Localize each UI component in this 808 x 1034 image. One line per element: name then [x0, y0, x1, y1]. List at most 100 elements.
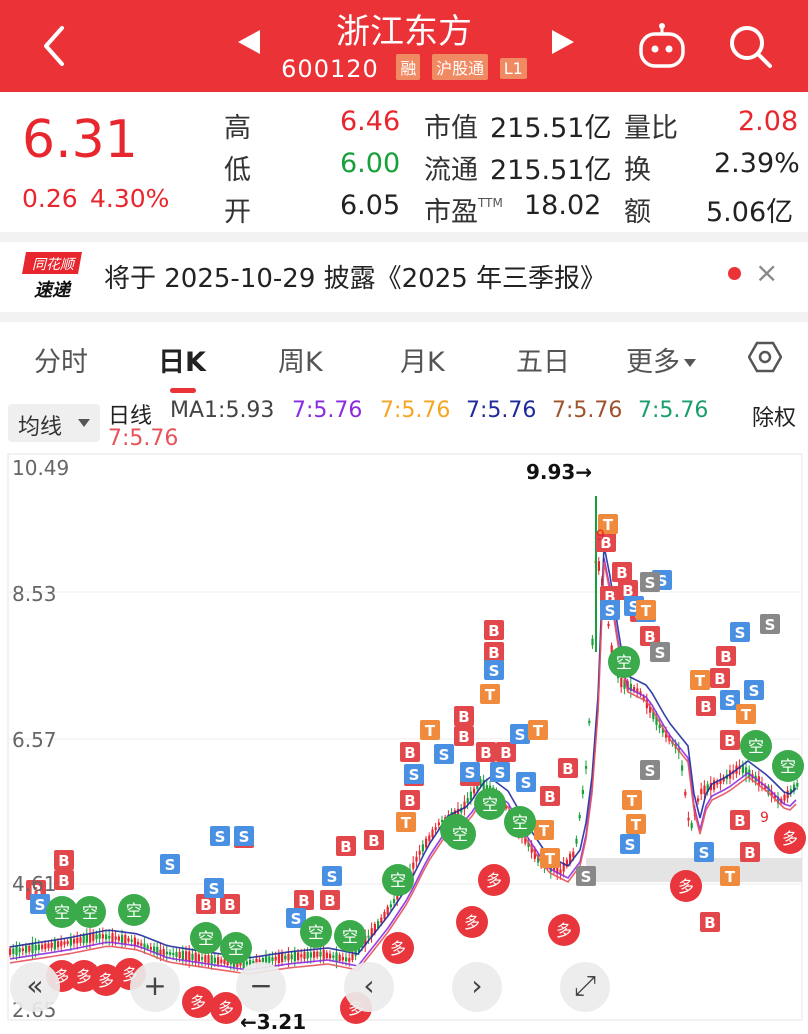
divider [0, 312, 808, 322]
t-signal-badge [626, 814, 646, 834]
candle-body [553, 867, 556, 871]
min-price-label: ←3.21 [240, 1010, 307, 1034]
candle-body [745, 767, 748, 776]
candle-body [684, 791, 687, 796]
volratio-label: 量比 [624, 113, 678, 144]
long-signal-circle [456, 906, 488, 938]
candle-body [60, 941, 63, 947]
period-tabs: 分时 日K 周K 月K 五日 更多 [0, 322, 808, 394]
tab-intraday[interactable]: 分时 [34, 347, 88, 378]
short-signal-circle-label: 空 [390, 871, 406, 890]
zoom-in-button[interactable]: + [130, 962, 180, 1012]
search-icon[interactable] [726, 22, 774, 70]
tab-weekly-k[interactable]: 周K [278, 347, 323, 378]
buy-signal-badge-label: B [368, 832, 379, 850]
ma-line [9, 557, 797, 971]
candle-body [313, 951, 316, 958]
back-arrow-icon[interactable] [34, 22, 78, 70]
candle-body [12, 948, 15, 954]
tab-more[interactable]: 更多 [626, 340, 696, 379]
candle-body [703, 785, 706, 794]
candle-body [287, 953, 290, 961]
candle-body [18, 948, 21, 953]
candle-body [383, 912, 386, 919]
max-price-label: 9.93→ [526, 460, 593, 484]
candle-body [421, 844, 424, 852]
candle-body [348, 957, 351, 962]
candle-body [533, 849, 536, 859]
candle-body [223, 959, 226, 964]
short-signal-circle-label: 空 [308, 923, 324, 942]
buy-signal-badge [196, 894, 216, 914]
candle-body [559, 869, 562, 874]
candle-body [345, 957, 348, 962]
candle-body [89, 933, 92, 943]
tab-monthly-k[interactable]: 月K [400, 347, 445, 378]
settings-icon[interactable] [748, 340, 782, 374]
candle-body [121, 935, 124, 943]
t-signal-badge-label: T [741, 706, 752, 724]
candle-body [66, 941, 69, 944]
buy-signal-badge [400, 742, 420, 762]
candle-body [524, 835, 527, 844]
candle-body [85, 934, 88, 943]
news-text[interactable]: 将于 2025-10-29 披露《2025 年三季报》 [104, 264, 607, 294]
candle-body [101, 934, 104, 939]
long-signal-circle [670, 870, 702, 902]
tab-daily-k[interactable]: 日K [158, 347, 206, 378]
low-label: 低 [224, 155, 251, 186]
prev-stock-icon[interactable] [238, 30, 260, 54]
sell-signal-badge-label: S [725, 692, 736, 710]
tab-more-label: 更多 [626, 347, 680, 378]
news-banner[interactable]: 同花顺 速递 将于 2025-10-29 披露《2025 年三季报》 × [0, 238, 808, 312]
buy-signal-badge-label: B [724, 732, 735, 750]
fullscreen-button[interactable]: ⤢ [560, 962, 610, 1012]
low-value: 6.00 [340, 148, 401, 179]
buy-signal-badge-label: B [714, 670, 725, 688]
sell-signal-badge-label: S [495, 764, 506, 782]
candle-body [773, 795, 776, 799]
t-signal-badge [720, 866, 740, 886]
next-stock-icon[interactable] [552, 30, 574, 54]
short-signal-circle-label: 空 [342, 927, 358, 946]
candle-body [284, 955, 287, 960]
ma-item: 7:5.76 [292, 398, 363, 423]
candle-body [92, 933, 95, 941]
long-signal-circle-label: 多 [782, 829, 798, 848]
long-signal-circle-label: 多 [76, 967, 92, 986]
buy-signal-badge [496, 742, 516, 762]
t-signal-badge-label: T [401, 814, 412, 832]
next-candle-button[interactable]: › [452, 962, 502, 1012]
long-signal-circle [382, 932, 414, 964]
candle-body [159, 949, 162, 955]
prev-candle-button[interactable]: ‹ [344, 962, 394, 1012]
kline-chart[interactable]: BBBBBBBBBBBBBBBBBBBBBBBBBBBBBBBBBBBSSSSS… [0, 452, 808, 1034]
candle-body [41, 944, 44, 949]
ma-item: 7:5.76 [466, 398, 537, 423]
sell-signal-badge [434, 744, 454, 764]
candle-body [9, 948, 12, 955]
candle-body [226, 959, 229, 966]
volratio-value: 2.08 [738, 106, 799, 137]
short-signal-circle [382, 864, 414, 896]
sell-signal-badge [620, 834, 640, 854]
adjust-toggle[interactable]: 除权 [752, 406, 797, 431]
sell-signal-badge [694, 842, 714, 862]
close-icon[interactable]: × [755, 256, 779, 289]
candle-body [239, 962, 242, 966]
scroll-left-button[interactable]: « [10, 962, 60, 1012]
candle-body [82, 935, 85, 944]
candle-body [50, 942, 53, 948]
long-signal-circle [210, 992, 242, 1024]
tab-five-day[interactable]: 五日 [516, 347, 570, 378]
ma-item: 7:5.76 [108, 426, 179, 451]
candle-body [149, 946, 152, 950]
short-signal-circle-label: 空 [126, 901, 142, 920]
robot-assistant-icon[interactable] [636, 22, 688, 70]
y-label: 8.53 [12, 582, 57, 606]
buy-signal-badge-label: B [644, 628, 655, 646]
buy-signal-badge-label: B [744, 844, 755, 862]
candle-body [188, 951, 191, 962]
buy-signal-badge-label: B [340, 838, 351, 856]
zoom-out-button[interactable]: − [236, 962, 286, 1012]
